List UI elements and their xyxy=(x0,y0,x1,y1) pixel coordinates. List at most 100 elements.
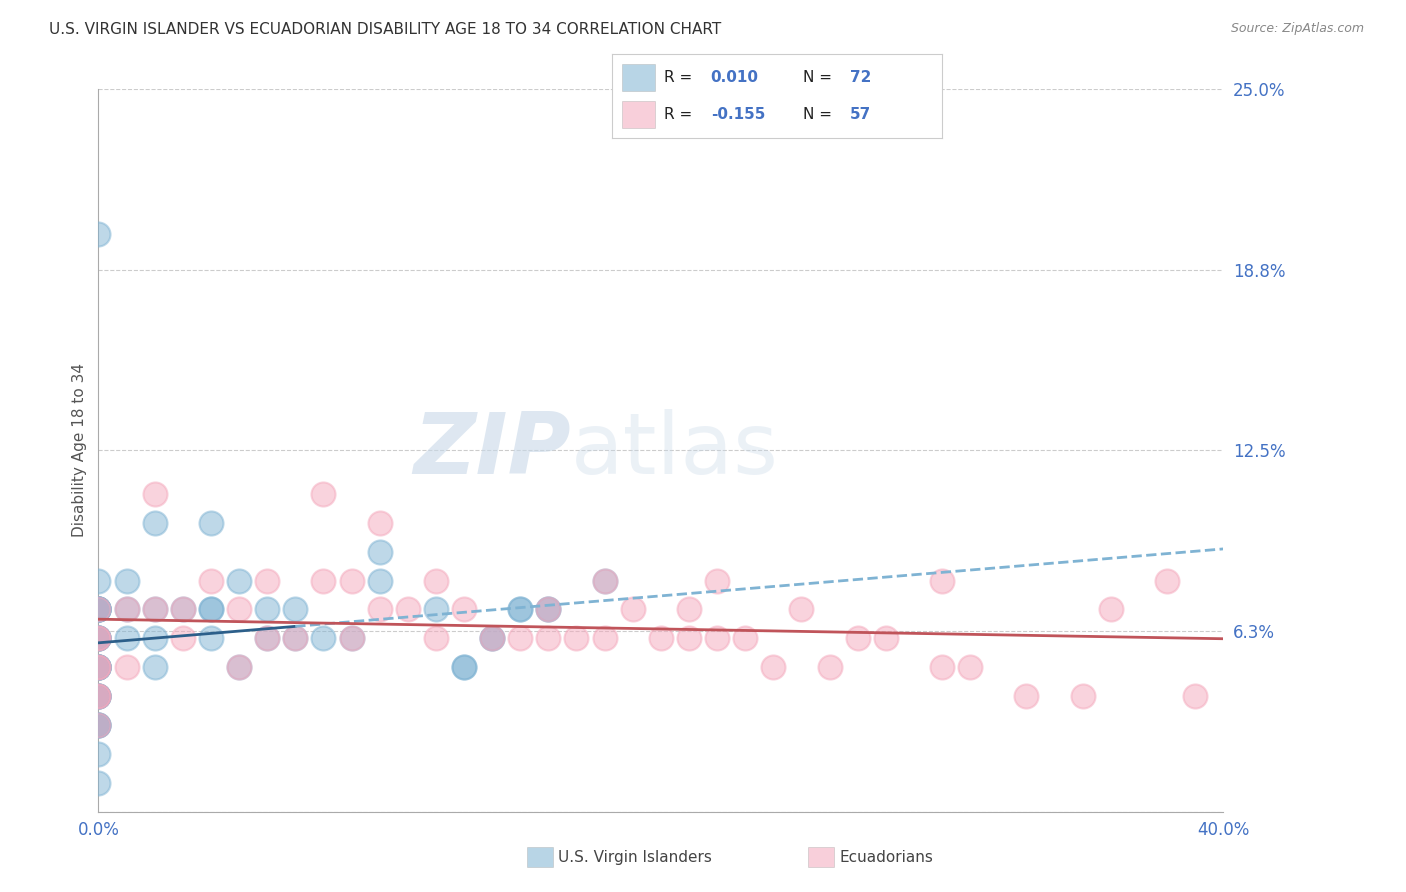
Point xyxy=(931,574,953,588)
Point xyxy=(87,602,110,616)
Text: atlas: atlas xyxy=(571,409,779,492)
Point xyxy=(87,776,110,790)
Point xyxy=(678,632,700,646)
Point xyxy=(87,602,110,616)
Point xyxy=(509,632,531,646)
Point xyxy=(706,632,728,646)
Point xyxy=(368,574,391,588)
Point xyxy=(312,574,335,588)
Point xyxy=(87,632,110,646)
Point xyxy=(678,602,700,616)
Point xyxy=(256,602,278,616)
Point xyxy=(143,487,166,501)
Point xyxy=(1071,689,1094,703)
Point xyxy=(256,632,278,646)
Point xyxy=(846,632,869,646)
Text: N =: N = xyxy=(803,70,837,85)
Point xyxy=(87,660,110,674)
Point xyxy=(200,602,222,616)
Point xyxy=(172,602,194,616)
Text: U.S. VIRGIN ISLANDER VS ECUADORIAN DISABILITY AGE 18 TO 34 CORRELATION CHART: U.S. VIRGIN ISLANDER VS ECUADORIAN DISAB… xyxy=(49,22,721,37)
Point xyxy=(87,660,110,674)
Point xyxy=(931,660,953,674)
Point xyxy=(87,660,110,674)
Point xyxy=(87,689,110,703)
Point xyxy=(537,632,560,646)
Point xyxy=(425,632,447,646)
Point xyxy=(115,602,138,616)
Point xyxy=(87,660,110,674)
Point xyxy=(87,718,110,732)
Point xyxy=(312,632,335,646)
Point xyxy=(200,632,222,646)
Text: 72: 72 xyxy=(849,70,870,85)
Point xyxy=(143,602,166,616)
FancyBboxPatch shape xyxy=(621,63,655,91)
Point xyxy=(87,660,110,674)
Point xyxy=(87,602,110,616)
Point xyxy=(200,602,222,616)
Point xyxy=(453,660,475,674)
Text: -0.155: -0.155 xyxy=(710,107,765,122)
Point xyxy=(537,602,560,616)
Point xyxy=(115,632,138,646)
Point xyxy=(87,632,110,646)
Point xyxy=(143,516,166,530)
Point xyxy=(87,689,110,703)
Point xyxy=(312,487,335,501)
Point xyxy=(509,602,531,616)
Point xyxy=(790,602,813,616)
Point xyxy=(706,574,728,588)
Point xyxy=(87,602,110,616)
Point xyxy=(87,632,110,646)
Point xyxy=(87,602,110,616)
Point xyxy=(368,544,391,558)
Point xyxy=(87,602,110,616)
Point xyxy=(228,660,250,674)
Point xyxy=(87,747,110,761)
Point xyxy=(87,660,110,674)
Point xyxy=(172,602,194,616)
Point xyxy=(593,632,616,646)
Point xyxy=(396,602,419,616)
Point xyxy=(87,718,110,732)
Point xyxy=(228,574,250,588)
Point xyxy=(87,632,110,646)
Point xyxy=(87,660,110,674)
Point xyxy=(87,689,110,703)
Point xyxy=(256,574,278,588)
Point xyxy=(87,718,110,732)
Point xyxy=(340,574,363,588)
Point xyxy=(115,574,138,588)
Point xyxy=(115,660,138,674)
Point xyxy=(87,632,110,646)
Point xyxy=(368,602,391,616)
Point xyxy=(87,718,110,732)
Point xyxy=(481,632,503,646)
Text: U.S. Virgin Islanders: U.S. Virgin Islanders xyxy=(558,850,711,864)
Point xyxy=(453,660,475,674)
Point xyxy=(453,602,475,616)
Point xyxy=(87,660,110,674)
Point xyxy=(87,689,110,703)
Point xyxy=(115,602,138,616)
Point xyxy=(284,632,307,646)
Point xyxy=(172,632,194,646)
Point xyxy=(87,660,110,674)
Text: R =: R = xyxy=(665,70,697,85)
Point xyxy=(87,602,110,616)
Point xyxy=(509,602,531,616)
Point xyxy=(87,602,110,616)
Point xyxy=(87,660,110,674)
Point xyxy=(87,689,110,703)
Point xyxy=(228,660,250,674)
Point xyxy=(87,574,110,588)
Point xyxy=(1156,574,1178,588)
Point xyxy=(734,632,756,646)
Point xyxy=(762,660,785,674)
Point xyxy=(621,602,644,616)
Text: Ecuadorians: Ecuadorians xyxy=(839,850,934,864)
Point xyxy=(875,632,897,646)
Text: 0.010: 0.010 xyxy=(710,70,759,85)
Point xyxy=(87,632,110,646)
